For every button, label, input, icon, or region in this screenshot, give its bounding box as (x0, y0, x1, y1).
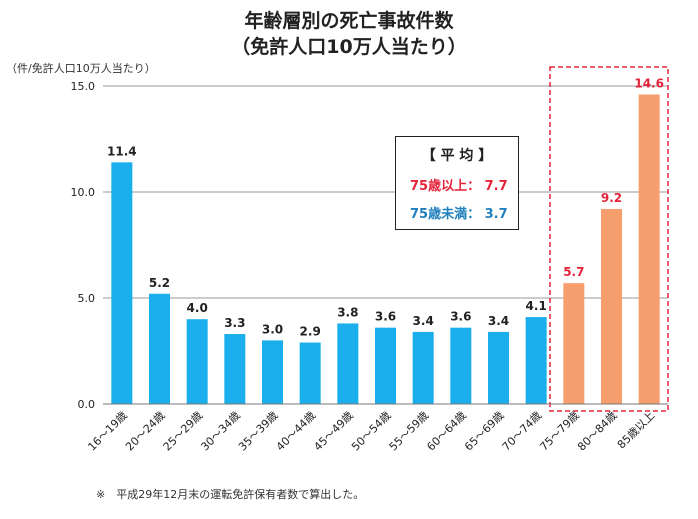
value-label: 14.6 (634, 76, 664, 90)
bar (375, 327, 396, 404)
bar (262, 340, 283, 404)
x-tick-label: 30～34歳 (198, 409, 243, 454)
value-label: 9.2 (601, 191, 622, 205)
x-tick-label: 50～54歳 (349, 409, 394, 454)
average-box: 【 平 均 】 75歳以上： 7.7 75歳未満： 3.7 (395, 136, 519, 230)
chart-title-line2: （免許人口10万人当たり） (231, 36, 467, 58)
bar (638, 94, 660, 404)
bar (563, 283, 585, 404)
value-label: 3.3 (224, 316, 245, 330)
bar (337, 323, 359, 404)
x-tick-label: 20～24歳 (123, 409, 168, 454)
x-tick-label: 16～19歳 (85, 409, 130, 454)
footnote: ※ 平成29年12月末の運転免許保有者数で算出した。 (96, 488, 365, 501)
y-tick-label: 10.0 (71, 186, 96, 199)
chart-title-line1: 年齢層別の死亡事故件数 (244, 10, 454, 32)
value-label: 3.4 (413, 314, 434, 328)
value-label: 5.2 (149, 276, 170, 290)
value-label: 3.8 (337, 305, 358, 319)
bar (488, 331, 509, 404)
value-label: 5.7 (563, 265, 584, 279)
y-tick-label: 15.0 (71, 80, 96, 93)
y-axis-unit-label: （件/免許人口10万人当たり） (6, 62, 156, 75)
value-label: 3.0 (262, 322, 283, 336)
x-tick-label: 85歳以上 (615, 409, 657, 451)
x-tick-label: 45～49歳 (311, 409, 356, 454)
bar (601, 208, 622, 404)
x-tick-label: 55～59歳 (387, 409, 432, 454)
x-tick-label: 75～79歳 (537, 409, 582, 454)
bar (186, 319, 208, 404)
bar (525, 317, 547, 404)
value-label: 11.4 (107, 144, 137, 158)
y-tick-label: 0.0 (78, 398, 96, 411)
bar (412, 331, 434, 404)
average-box-heading: 【 平 均 】 (421, 148, 493, 164)
bar (299, 342, 321, 404)
value-label: 3.6 (375, 310, 396, 324)
x-tick-label: 40～44歳 (274, 409, 319, 454)
x-tick-label: 65～69歳 (462, 409, 507, 454)
x-tick-label: 60～64歳 (424, 409, 469, 454)
average-under75: 75歳未満： 3.7 (410, 207, 508, 222)
bar (149, 293, 170, 404)
x-tick-label: 35～39歳 (236, 409, 281, 454)
bar (450, 327, 472, 404)
bar (111, 162, 133, 404)
value-label: 4.0 (187, 301, 208, 315)
value-label: 3.4 (488, 314, 509, 328)
x-tick-label: 25～29歳 (161, 409, 206, 454)
value-label: 4.1 (526, 299, 547, 313)
value-label: 2.9 (300, 325, 321, 339)
x-tick-label: 80～84歳 (575, 409, 620, 454)
value-label: 3.6 (450, 310, 471, 324)
bar (224, 334, 246, 404)
highlight-box-75-plus (549, 66, 669, 412)
y-tick-label: 5.0 (78, 292, 96, 305)
average-over75: 75歳以上： 7.7 (410, 179, 508, 194)
x-tick-label: 70～74歳 (500, 409, 545, 454)
